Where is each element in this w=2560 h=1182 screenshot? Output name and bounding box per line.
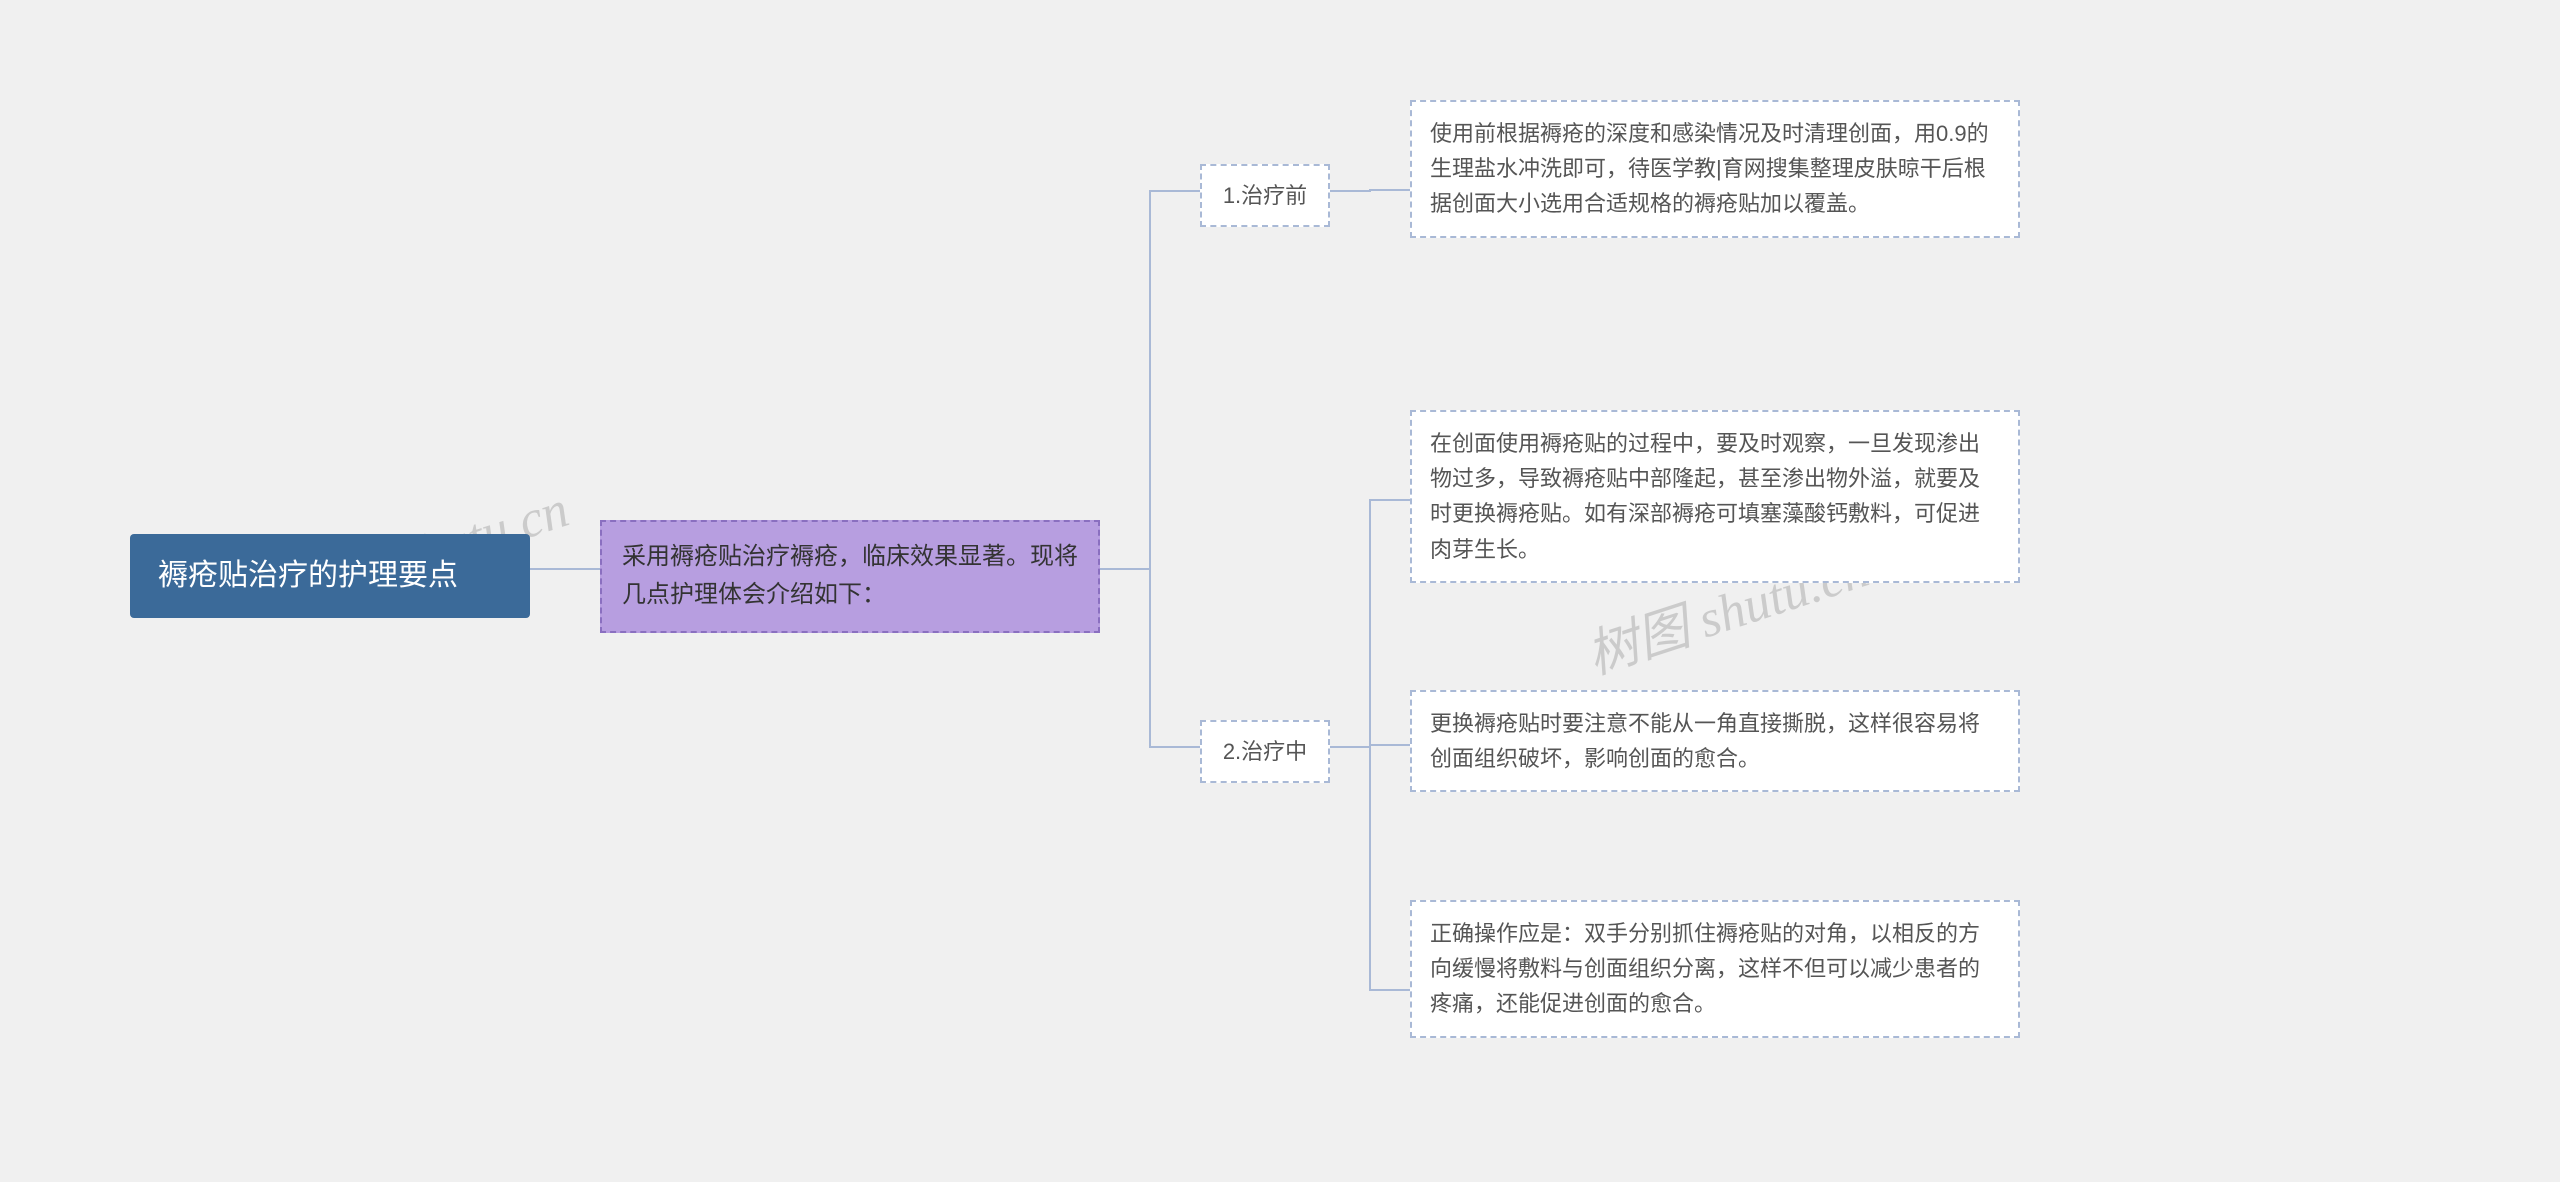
root-node[interactable]: 褥疮贴治疗的护理要点 [130,534,530,618]
branch1-label[interactable]: 1.治疗前 [1200,164,1330,227]
leaf-node-1[interactable]: 使用前根据褥疮的深度和感染情况及时清理创面，用0.9的生理盐水冲洗即可，待医学教… [1410,100,2020,238]
leaf1-text: 使用前根据褥疮的深度和感染情况及时清理创面，用0.9的生理盐水冲洗即可，待医学教… [1430,121,1989,216]
leaf4-text: 正确操作应是：双手分别抓住褥疮贴的对角，以相反的方向缓慢将敷料与创面组织分离，这… [1430,921,1980,1016]
mindmap-canvas: 树图 shutu.cn 树图 shutu.cn 褥疮贴治疗的护理要点 采用褥疮贴… [0,0,2560,1182]
branch2-text: 2.治疗中 [1223,739,1307,764]
leaf-node-3[interactable]: 更换褥疮贴时要注意不能从一角直接撕脱，这样很容易将创面组织破坏，影响创面的愈合。 [1410,690,2020,792]
leaf2-text: 在创面使用褥疮贴的过程中，要及时观察，一旦发现渗出物过多，导致褥疮贴中部隆起，甚… [1430,431,1980,562]
branch1-text: 1.治疗前 [1223,183,1307,208]
branch2-label[interactable]: 2.治疗中 [1200,720,1330,783]
sub-node[interactable]: 采用褥疮贴治疗褥疮，临床效果显著。现将几点护理体会介绍如下： [600,520,1100,633]
leaf-node-4[interactable]: 正确操作应是：双手分别抓住褥疮贴的对角，以相反的方向缓慢将敷料与创面组织分离，这… [1410,900,2020,1038]
root-text: 褥疮贴治疗的护理要点 [158,559,458,592]
sub-text: 采用褥疮贴治疗褥疮，临床效果显著。现将几点护理体会介绍如下： [622,543,1078,608]
leaf3-text: 更换褥疮贴时要注意不能从一角直接撕脱，这样很容易将创面组织破坏，影响创面的愈合。 [1430,711,1980,771]
leaf-node-2[interactable]: 在创面使用褥疮贴的过程中，要及时观察，一旦发现渗出物过多，导致褥疮贴中部隆起，甚… [1410,410,2020,583]
